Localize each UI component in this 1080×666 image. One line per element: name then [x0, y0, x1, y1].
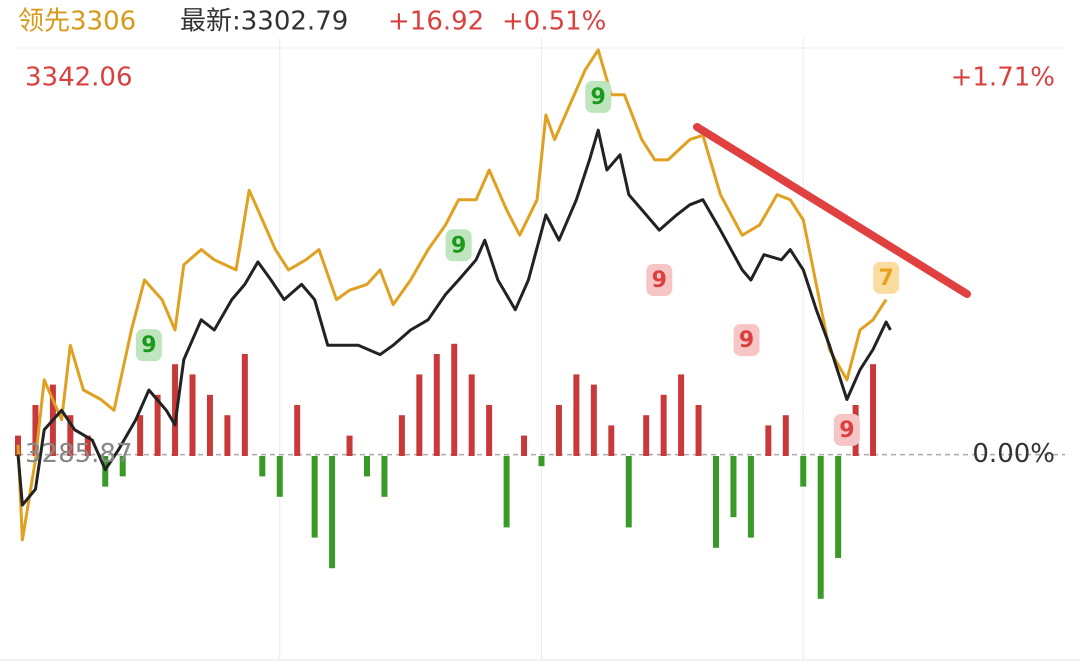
histogram-bar: [817, 456, 824, 599]
histogram-bar: [32, 405, 39, 456]
histogram-bar: [590, 384, 597, 456]
histogram-bar: [713, 456, 719, 548]
histogram-bar: [433, 354, 440, 456]
histogram: [15, 38, 1065, 660]
histogram-bar: [224, 415, 231, 456]
signal-label: 9: [451, 233, 466, 258]
histogram-bar: [67, 415, 74, 456]
histogram-bar: [835, 456, 842, 558]
histogram-bar: [329, 456, 336, 569]
histogram-bar: [102, 456, 109, 487]
histogram-bar: [451, 343, 458, 456]
histogram-bar: [416, 374, 423, 456]
histogram-bar: [346, 435, 353, 456]
axis-labels: 3285.87 3342.06 +1.71% 0.00% 9 9 9 9 9 9 7: [25, 63, 1055, 470]
histogram-bar: [364, 456, 370, 477]
histogram-bar: [643, 415, 650, 456]
histogram-bar: [468, 374, 475, 456]
histogram-bar: [782, 415, 789, 456]
price-line: [16, 48, 888, 542]
signal-badge: [585, 80, 612, 113]
histogram-bar: [730, 456, 737, 518]
histogram-bar: [678, 374, 685, 456]
histogram-bar: [695, 405, 702, 456]
y-tick-label: 3342.06: [25, 63, 133, 93]
histogram-bar: [555, 405, 562, 456]
histogram-bar: [119, 456, 126, 477]
histogram-bar: [259, 456, 266, 477]
histogram-bar: [398, 415, 405, 456]
signal-label: 7: [878, 266, 893, 291]
signal-badge: [733, 324, 760, 357]
histogram-bar: [660, 394, 667, 456]
histogram-bar: [381, 456, 388, 497]
histogram-bar: [84, 435, 91, 456]
histogram-bar: [625, 456, 632, 528]
index-name: 领先3306: [18, 7, 136, 37]
histogram-bar: [538, 456, 545, 467]
price-lines: [16, 48, 892, 542]
signal-label: 9: [141, 333, 156, 358]
signal-label: 9: [591, 85, 606, 110]
histogram-bar: [486, 405, 493, 456]
histogram-bar: [241, 354, 248, 456]
signal-label: 9: [652, 268, 667, 293]
histogram-bar: [765, 425, 772, 456]
signal-badge: [833, 413, 860, 446]
signal-badge: [135, 329, 162, 362]
latest-price: 最新:3302.79: [180, 7, 348, 37]
price-change: +16.92: [388, 7, 484, 37]
histogram-bar: [189, 374, 196, 456]
change-percent: +0.51%: [502, 7, 606, 37]
histogram-bar: [800, 456, 807, 487]
signal-badge: [646, 264, 673, 297]
trend-line: [693, 123, 971, 298]
histogram-bar: [276, 456, 283, 497]
y2-tick-label: +1.71%: [951, 63, 1055, 93]
y-tick-label: 3285.87: [25, 439, 133, 469]
price-line: [16, 128, 892, 507]
histogram-bar: [747, 456, 754, 538]
histogram-bar: [608, 425, 615, 456]
signal-label: 9: [739, 328, 754, 353]
histogram-bar: [206, 394, 213, 456]
histogram-bar: [573, 374, 580, 456]
histogram-bar: [521, 435, 528, 456]
histogram-bar: [154, 394, 161, 456]
histogram-bar: [311, 456, 318, 538]
signal-label: 9: [839, 418, 854, 443]
signal-badge: [445, 229, 472, 262]
y2-tick-label: 0.00%: [972, 439, 1055, 469]
histogram-bar: [137, 415, 144, 456]
signal-badge: [873, 261, 900, 294]
histogram-bar: [503, 456, 510, 528]
histogram-bar: [294, 405, 301, 456]
histogram-bar: [870, 364, 877, 456]
histogram-bar: [172, 364, 179, 456]
